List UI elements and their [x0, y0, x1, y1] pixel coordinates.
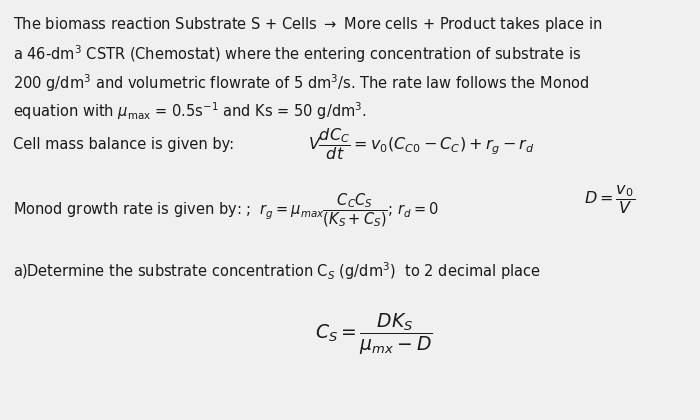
Text: a 46-dm$^3$ CSTR (Chemostat) where the entering concentration of substrate is: a 46-dm$^3$ CSTR (Chemostat) where the e…: [13, 43, 581, 65]
Text: $D = \dfrac{v_0}{V}$: $D = \dfrac{v_0}{V}$: [584, 184, 636, 216]
Text: Monod growth rate is given by: ;  $r_g = \mu_{max}\dfrac{C_C C_S}{(K_S + C_S)}$;: Monod growth rate is given by: ; $r_g = …: [13, 192, 438, 229]
Text: 200 g/dm$^3$ and volumetric flowrate of 5 dm$^3$/s. The rate law follows the Mon: 200 g/dm$^3$ and volumetric flowrate of …: [13, 72, 589, 94]
Text: equation with $\mu_{\mathrm{max}}$ = 0.5s$^{-1}$ and Ks = 50 g/dm$^3$.: equation with $\mu_{\mathrm{max}}$ = 0.5…: [13, 100, 367, 122]
Text: Cell mass balance is given by:: Cell mass balance is given by:: [13, 137, 234, 152]
Text: The biomass reaction Substrate S + Cells $\rightarrow$ More cells + Product take: The biomass reaction Substrate S + Cells…: [13, 15, 602, 34]
Text: $V\dfrac{dC_C}{dt} = v_0(C_{C0} - C_C) + r_g - r_d$: $V\dfrac{dC_C}{dt} = v_0(C_{C0} - C_C) +…: [308, 127, 535, 163]
Text: a)Determine the substrate concentration C$_S$ (g/dm$^3$)  to 2 decimal place: a)Determine the substrate concentration …: [13, 260, 540, 282]
Text: $C_S = \dfrac{D K_S}{\mu_{mx} - D}$: $C_S = \dfrac{D K_S}{\mu_{mx} - D}$: [315, 312, 433, 357]
